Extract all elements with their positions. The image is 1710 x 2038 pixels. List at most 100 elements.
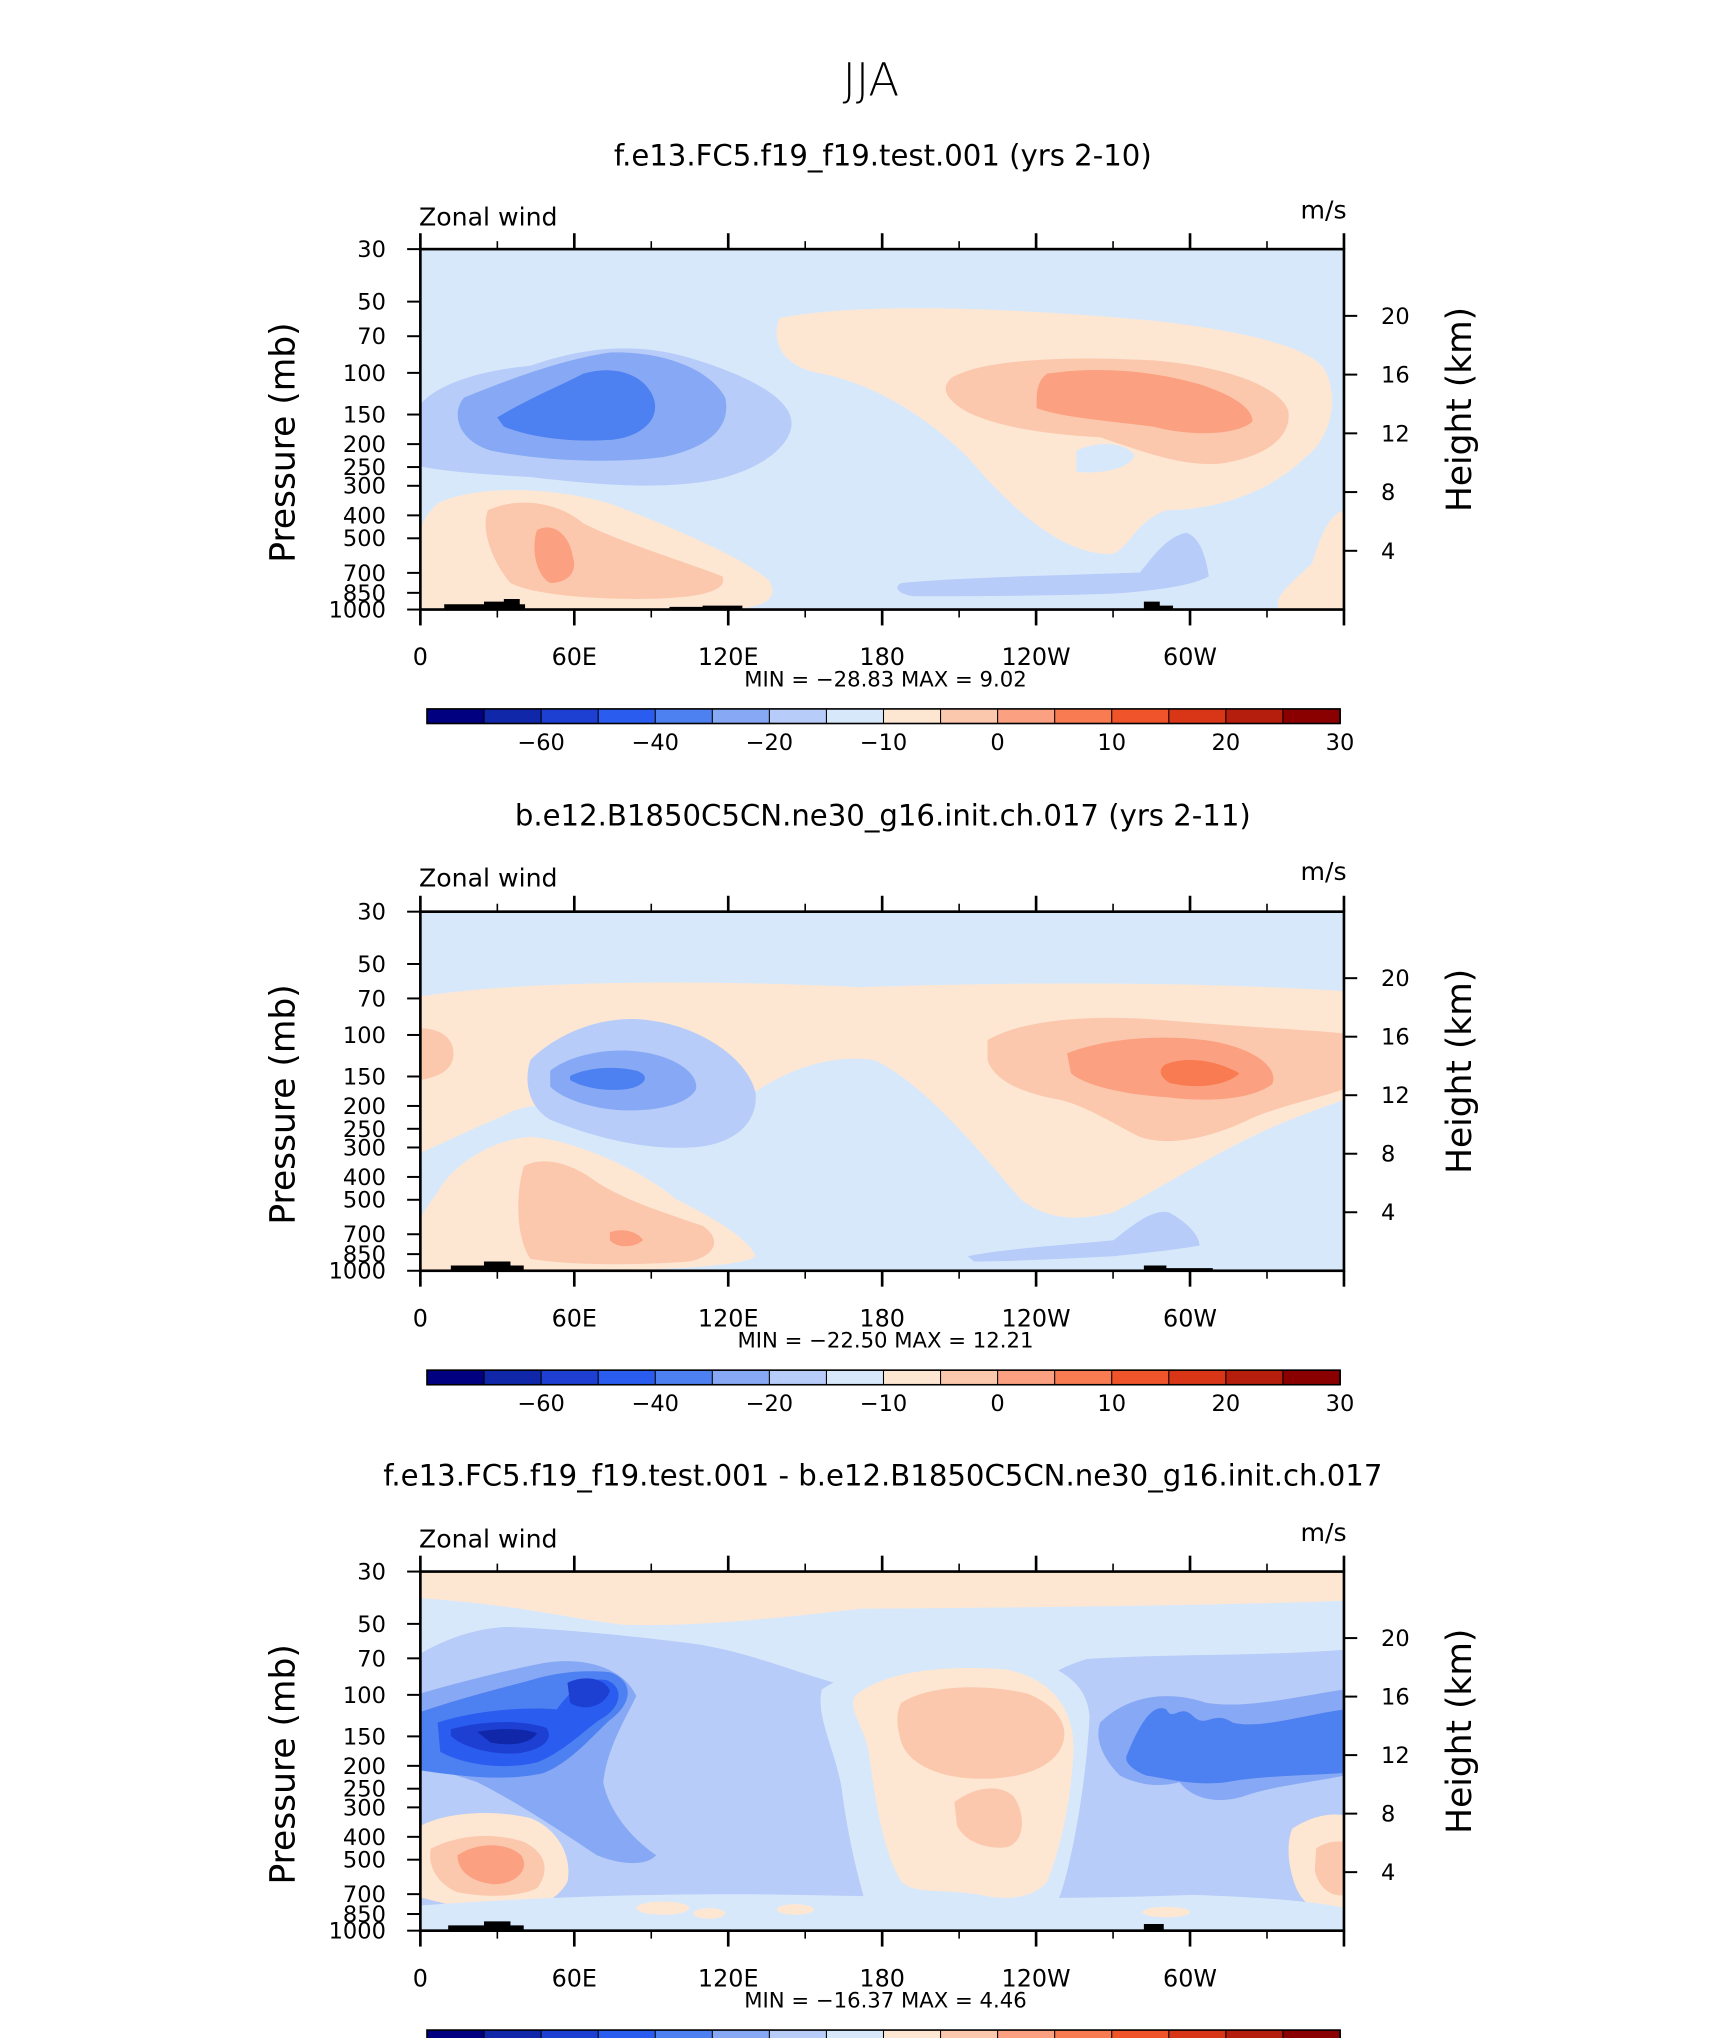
pressure-tick-label: 300 xyxy=(343,1135,386,1161)
pressure-tick-label: 1000 xyxy=(329,1259,386,1285)
colorbar-swatch xyxy=(882,1369,942,1386)
colorbar-swatch xyxy=(882,2029,942,2038)
positive-lower-west-10 xyxy=(518,1161,715,1265)
panel-3-variable: Zonal wind xyxy=(419,1525,557,1554)
colorbar-swatch xyxy=(825,708,885,725)
panel-1-title: f.e13.FC5.f19_f19.test.001 (yrs 2-10) xyxy=(614,139,1152,173)
pressure-tick-label: 70 xyxy=(357,1646,386,1672)
pressure-tick-label: 1000 xyxy=(329,1919,386,1945)
topography xyxy=(448,1921,1164,1931)
positive-core-east xyxy=(1036,369,1253,434)
colorbar-swatch xyxy=(768,2029,828,2038)
lon-tick-label: 120E xyxy=(698,1964,759,1992)
positive-lower-west-core xyxy=(457,1845,525,1885)
colorbar-swatch xyxy=(1282,2029,1341,2038)
pressure-tick-label: 150 xyxy=(343,402,386,428)
colorbar-label: −40 xyxy=(631,1391,679,1417)
height-tick-label: 4 xyxy=(1381,539,1395,565)
colorbar-frame xyxy=(426,708,1341,725)
colorbar-label: −10 xyxy=(860,730,908,756)
page-title: JJA xyxy=(843,53,900,106)
lon-tick-label: 0 xyxy=(413,1304,428,1332)
colorbar-label: −20 xyxy=(746,730,794,756)
colorbar-swatch xyxy=(540,1369,600,1386)
near-surface-patches xyxy=(636,1901,1191,1919)
colorbar-label: 0 xyxy=(990,730,1004,756)
height-tick-label: 12 xyxy=(1381,421,1410,447)
pressure-tick-label: 200 xyxy=(343,432,386,458)
colorbar-swatch xyxy=(540,708,600,725)
pressure-tick-label: 300 xyxy=(343,1795,386,1821)
pressure-tick-label: 850 xyxy=(343,581,386,607)
colorbar-label: 20 xyxy=(1212,1391,1241,1417)
pressure-tick-label: 1000 xyxy=(329,597,386,623)
colorbar-swatch xyxy=(882,708,942,725)
colorbar-swatch xyxy=(825,2029,885,2038)
min-max-stats: MIN = −22.50 MAX = 12.21 xyxy=(738,1328,1034,1353)
negative-secondary-core xyxy=(567,1678,610,1708)
positive-mid-core xyxy=(897,1687,1065,1779)
pressure-tick-label: 30 xyxy=(357,1560,386,1586)
negative-east-core xyxy=(1126,1708,1344,1784)
colorbar-swatch xyxy=(540,2029,600,2038)
colorbar-swatch xyxy=(1225,1369,1284,1386)
colorbar-label: 30 xyxy=(1326,1391,1355,1417)
lon-tick-label: 180 xyxy=(859,643,905,671)
pressure-tick-label: 50 xyxy=(357,952,386,978)
colorbar-swatch xyxy=(597,708,657,725)
colorbar-swatch xyxy=(654,708,714,725)
colorbar-swatch xyxy=(711,2029,771,2038)
lon-tick-label: 180 xyxy=(859,1304,905,1332)
colorbar-swatch xyxy=(997,708,1056,725)
colorbar-swatch xyxy=(426,708,485,725)
colorbar-swatch xyxy=(711,708,771,725)
weak-pocket-east xyxy=(1076,443,1135,473)
lon-tick-label: 60E xyxy=(552,643,597,671)
panel-2: b.e12.B1850C5CN.ne30_g16.init.ch.017 (yr… xyxy=(263,799,1480,1418)
pressure-tick-label: 70 xyxy=(357,324,386,350)
lon-tick-label: 120E xyxy=(698,1304,759,1332)
pressure-tick-label: 500 xyxy=(343,526,386,552)
colorbar-swatch xyxy=(1225,2029,1284,2038)
min-max-stats: MIN = −28.83 MAX = 9.02 xyxy=(744,666,1026,691)
near-surface-band xyxy=(420,1894,1344,1931)
colorbar-swatch xyxy=(1054,1369,1113,1386)
positive-lower-west-core xyxy=(534,527,575,584)
colorbar-swatch xyxy=(997,1369,1056,1386)
colorbar-label: 0 xyxy=(990,1391,1004,1417)
colorbar-label: 20 xyxy=(1212,730,1241,756)
lon-tick-label: 0 xyxy=(413,643,428,671)
pressure-tick-label: 150 xyxy=(343,1724,386,1750)
y-axis-title-right: Height (km) xyxy=(1440,307,1480,512)
colorbar-label: −10 xyxy=(860,1391,908,1417)
colorbar-swatch xyxy=(597,2029,657,2038)
height-tick-label: 20 xyxy=(1381,966,1410,992)
height-tick-label: 8 xyxy=(1381,1142,1395,1168)
colorbar-label: −60 xyxy=(517,730,565,756)
colorbar-label: 10 xyxy=(1097,730,1126,756)
panel-3-title: f.e13.FC5.f19_f19.test.001 - b.e12.B1850… xyxy=(383,1458,1382,1492)
lon-tick-label: 120W xyxy=(1002,643,1071,671)
colorbar-swatch xyxy=(1111,1369,1170,1386)
lon-tick-label: 60W xyxy=(1163,1964,1217,1992)
y-axis-title-right: Height (km) xyxy=(1440,1629,1480,1834)
positive-lower-west-core xyxy=(609,1230,643,1247)
panel-2-units: m/s xyxy=(1301,857,1347,886)
colorbar-swatch xyxy=(426,2029,485,2038)
panel-2-axes: 3050701001502002503004005007008501000201… xyxy=(263,895,1480,1417)
positive-left-edge xyxy=(420,1028,454,1080)
colorbar-swatch xyxy=(768,1369,828,1386)
min-max-stats: MIN = −16.37 MAX = 4.46 xyxy=(744,1988,1026,2013)
colorbar-swatch xyxy=(597,1369,657,1386)
pressure-tick-label: 700 xyxy=(343,561,386,587)
pressure-tick-label: 850 xyxy=(343,1902,386,1928)
height-tick-label: 20 xyxy=(1381,304,1410,330)
panel-1-variable: Zonal wind xyxy=(419,202,557,231)
pressure-tick-label: 30 xyxy=(357,237,386,263)
lon-tick-label: 120W xyxy=(1002,1304,1071,1332)
height-tick-label: 12 xyxy=(1381,1083,1410,1109)
height-tick-label: 20 xyxy=(1381,1626,1410,1652)
panel-3-contour-field xyxy=(420,1571,1344,1931)
pressure-tick-label: 100 xyxy=(343,1683,386,1709)
colorbar-swatch xyxy=(1168,708,1227,725)
